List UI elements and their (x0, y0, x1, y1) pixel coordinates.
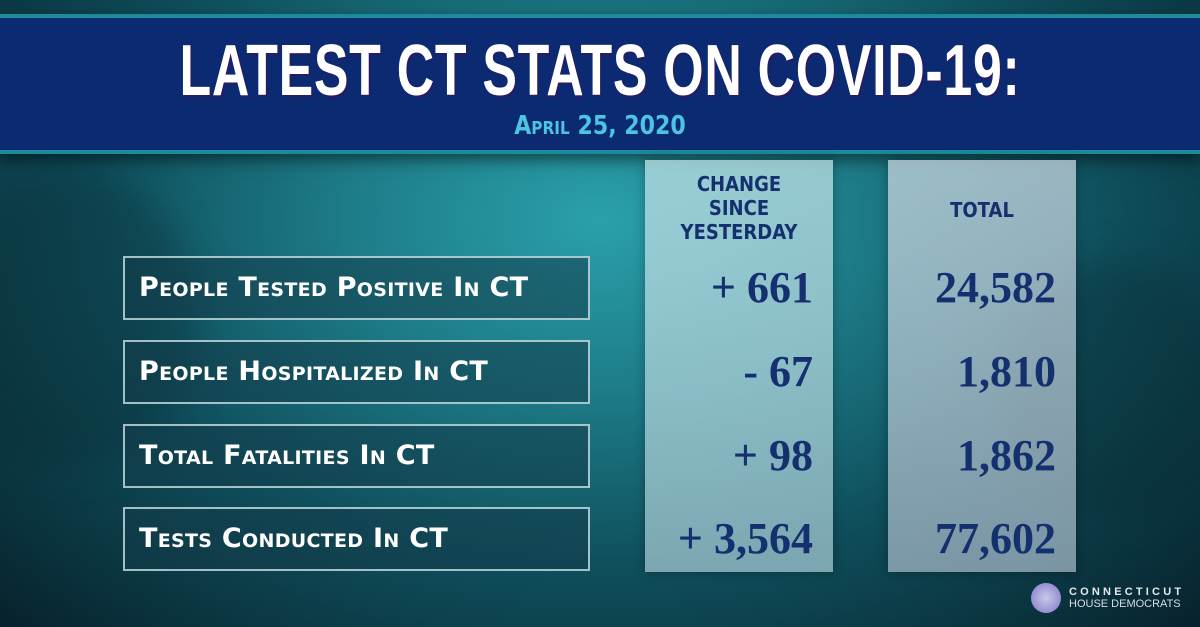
date-subtitle: April 25, 2020 (514, 111, 686, 141)
row-label: Total Fatalities In CT (123, 424, 590, 488)
total-value: 24,582 (935, 263, 1056, 312)
change-column: CHANGE SINCE YESTERDAY (645, 160, 833, 572)
row-label: Tests Conducted In CT (123, 507, 590, 571)
change-header: CHANGE SINCE YESTERDAY (680, 172, 798, 244)
total-value: 77,602 (935, 514, 1056, 563)
change-value: + 3,564 (677, 514, 813, 563)
total-value: 1,810 (957, 347, 1056, 396)
page-title: LATEST CT STATS ON COVID-19: (179, 31, 1021, 111)
logo-line2: HOUSE DEMOCRATS (1069, 598, 1181, 610)
house-democrats-logo: CONNECTICUT HOUSE DEMOCRATS (1031, 583, 1184, 613)
row-label: People Tested Positive In CT (123, 256, 590, 320)
header-banner: LATEST CT STATS ON COVID-19: April 25, 2… (0, 14, 1200, 154)
state-seal-icon (1031, 583, 1061, 613)
total-header: TOTAL (950, 198, 1014, 222)
logo-line1: CONNECTICUT (1069, 586, 1185, 598)
change-value: - 67 (743, 347, 813, 396)
virus-background (0, 170, 200, 470)
row-label: People Hospitalized In CT (123, 340, 590, 404)
change-value: + 98 (732, 431, 813, 480)
change-value: + 661 (710, 263, 813, 312)
total-value: 1,862 (957, 431, 1056, 480)
total-column: TOTAL (888, 160, 1076, 572)
